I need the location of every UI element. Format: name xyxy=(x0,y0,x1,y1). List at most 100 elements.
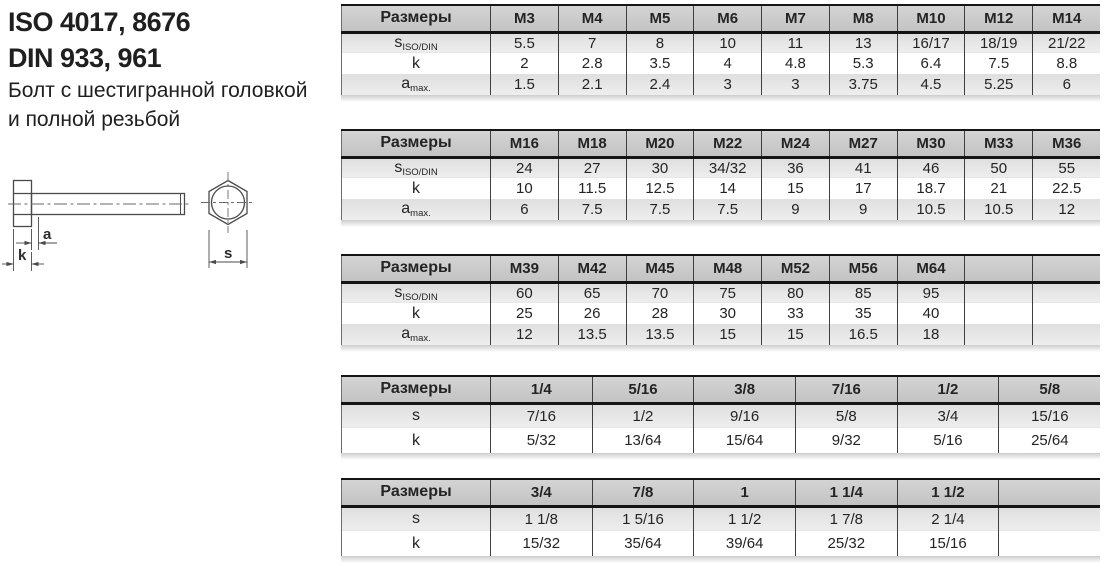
row-label: k xyxy=(412,534,420,552)
cell: 25 xyxy=(490,303,559,324)
table-bottom-shadow xyxy=(341,95,1100,102)
column-header: 3/8 xyxy=(693,376,796,405)
row-label-subscript: max. xyxy=(410,83,431,94)
cell: 12 xyxy=(1032,199,1101,220)
cell: 13.5 xyxy=(625,324,694,345)
column-header: M42 xyxy=(557,255,627,284)
cell: 5/16 xyxy=(896,428,999,453)
cell: 26 xyxy=(557,303,627,324)
column-header: M22 xyxy=(693,130,762,159)
row-label: amax. xyxy=(341,324,491,345)
column-header: M39 xyxy=(490,255,559,284)
cell: 65 xyxy=(557,282,627,303)
cell: 15/16 xyxy=(998,403,1101,428)
column-header: 1/2 xyxy=(896,376,999,405)
table-bottom-shadow xyxy=(341,345,1100,352)
cell: 95 xyxy=(896,282,965,303)
cell: 1 5/16 xyxy=(591,506,694,531)
dim-s-label: s xyxy=(224,245,232,262)
row-label: k xyxy=(412,54,420,72)
cell: 1 1/2 xyxy=(693,506,796,531)
table-row: amax. 6 7.5 7.5 7.5 9 9 10.5 10.5 12 xyxy=(341,199,1101,220)
arrowhead xyxy=(24,240,32,246)
arrowhead xyxy=(6,261,14,267)
table-inch-small: Размеры 1/4 5/16 3/8 7/16 1/2 5/8 s 7/16 1/2 9/16 5… xyxy=(341,375,1101,460)
row-label: sISO/DIN xyxy=(341,282,491,303)
column-header: M33 xyxy=(964,130,1033,159)
description-line-1: Болт с шестигранной головкой xyxy=(8,79,308,102)
row-label-subscript: ISO/DIN xyxy=(402,291,438,303)
cell: 1/2 xyxy=(591,403,694,428)
cell: 5/8 xyxy=(794,403,898,428)
table-row: sISO/DIN 24 27 30 34/32 36 41 46 50 55 xyxy=(341,157,1101,178)
bolt-technical-drawing: a k s xyxy=(2,172,255,271)
column-header: 1/4 xyxy=(490,376,593,405)
tables-column: Размеры M3 M4 M5 M6 M7 M8 M10 M12 M14 sISO/DIN 5.5 7… xyxy=(341,0,1101,566)
bolt-side-view-icon xyxy=(12,179,186,228)
cell: 5.3 xyxy=(828,53,898,74)
row-label: k xyxy=(412,431,420,449)
column-header: 7/16 xyxy=(794,376,898,405)
cell: 15/32 xyxy=(490,531,593,556)
cell: 13/64 xyxy=(591,428,694,453)
cell xyxy=(964,324,1033,345)
cell: 16/17 xyxy=(896,32,965,53)
cell: 85 xyxy=(828,282,898,303)
standard-din: DIN 933, 961 xyxy=(8,43,162,73)
cell xyxy=(1032,324,1101,345)
cell xyxy=(964,303,1033,324)
row-label-subscript: ISO/DIN xyxy=(402,41,438,53)
size-header: Размеры xyxy=(341,255,491,284)
cell: 15/16 xyxy=(896,531,999,556)
column-header xyxy=(998,479,1101,508)
row-label: amax. xyxy=(341,199,491,220)
cell: 6 xyxy=(1032,74,1101,95)
row-label: k xyxy=(412,179,420,197)
column-header: M3 xyxy=(490,5,559,34)
row-label: sISO/DIN xyxy=(341,157,491,178)
cell: 30 xyxy=(625,157,694,178)
cell: 28 xyxy=(625,303,694,324)
cell: 33 xyxy=(761,303,830,324)
cell: 2.4 xyxy=(625,74,694,95)
dimension-table-inch-small: Размеры 1/4 5/16 3/8 7/16 1/2 5/8 s 7/16 1/2 9/16 5… xyxy=(341,375,1101,453)
cell: 6 xyxy=(490,199,559,220)
cell: 7.5 xyxy=(625,199,694,220)
cell xyxy=(1032,282,1101,303)
cell: 9/32 xyxy=(794,428,898,453)
column-header: M24 xyxy=(761,130,830,159)
row-label-subscript: max. xyxy=(410,208,431,219)
arrowhead xyxy=(38,240,46,246)
cell: 35/64 xyxy=(591,531,694,556)
table-bottom-shadow xyxy=(341,453,1100,460)
column-header: 1 1/4 xyxy=(794,479,898,508)
cell: 10 xyxy=(490,178,559,199)
cell: 7.5 xyxy=(693,199,762,220)
cell: 7/16 xyxy=(490,403,593,428)
description-line-2: и полной резьбой xyxy=(8,108,181,131)
cell: 2 1/4 xyxy=(896,506,999,531)
cell: 36 xyxy=(761,157,830,178)
size-header: Размеры xyxy=(341,479,491,508)
cell: 13 xyxy=(828,32,898,53)
table-row: amax. 1.5 2.1 2.4 3 3 3.75 4.5 5.25 6 xyxy=(341,74,1101,95)
row-label: amax. xyxy=(341,74,491,95)
cell: 10 xyxy=(693,32,762,53)
column-header: M12 xyxy=(964,5,1033,34)
dimension-table-inch-large: Размеры 3/4 7/8 1 1 1/4 1 1/2 s 1 1/8 1 5/16 1 1/… xyxy=(341,478,1101,556)
cell: 5.5 xyxy=(490,32,559,53)
column-header: M30 xyxy=(896,130,965,159)
cell: 24 xyxy=(490,157,559,178)
cell: 25/64 xyxy=(998,428,1101,453)
column-header: M16 xyxy=(490,130,559,159)
column-header xyxy=(1032,255,1101,284)
cell: 55 xyxy=(1032,157,1101,178)
cell: 21 xyxy=(964,178,1033,199)
cell: 10.5 xyxy=(896,199,965,220)
row-label-subscript: max. xyxy=(410,333,431,344)
column-header: M20 xyxy=(625,130,694,159)
table-row: sISO/DIN 60 65 70 75 80 85 95 xyxy=(341,282,1101,303)
cell: 46 xyxy=(896,157,965,178)
cell: 70 xyxy=(625,282,694,303)
